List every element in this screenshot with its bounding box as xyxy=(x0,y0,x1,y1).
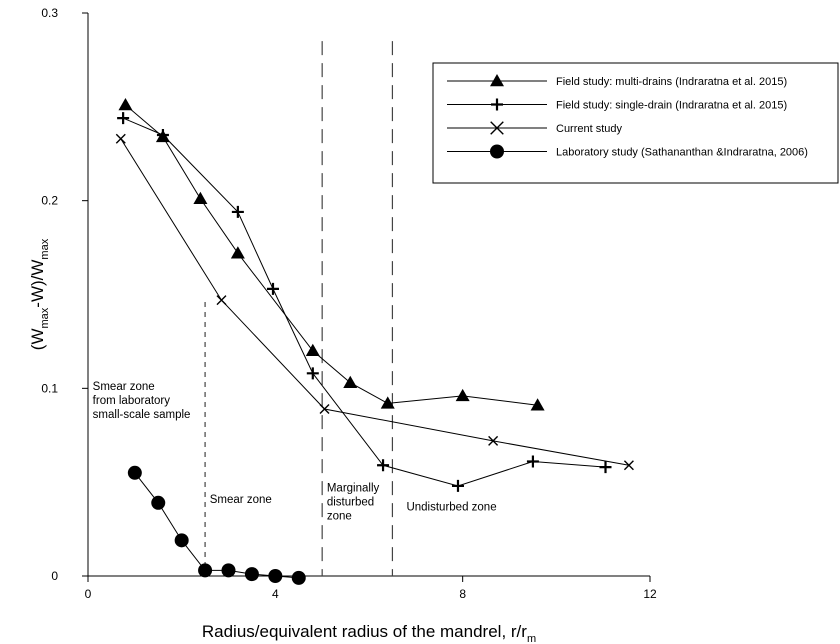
legend-label: Field study: multi-drains (Indraratna et… xyxy=(556,76,787,88)
data-point-triangle xyxy=(193,191,208,205)
data-point-triangle xyxy=(455,388,470,402)
y-tick-label: 0 xyxy=(51,569,58,583)
y-tick-label: 0.3 xyxy=(41,6,58,20)
x-tick-label: 12 xyxy=(643,587,657,601)
data-point-circle xyxy=(127,465,142,480)
legend-marker-plus xyxy=(491,98,503,111)
zone-label: Smear zone xyxy=(210,494,272,506)
data-point-plus xyxy=(377,459,390,472)
data-point-circle xyxy=(198,563,213,578)
data-point-triangle xyxy=(343,375,358,388)
data-point-circle xyxy=(268,569,283,583)
zone-annotations: Smear zone from laboratory small-scale sam… xyxy=(93,381,497,522)
legend-label: Field study: single-drain (Indraratna et… xyxy=(556,100,787,112)
data-point-x xyxy=(115,133,126,144)
series-x xyxy=(115,133,634,471)
data-point-triangle xyxy=(305,343,320,357)
legend-marker-circle xyxy=(490,144,504,159)
data-point-triangle xyxy=(118,97,133,111)
data-point-plus xyxy=(306,367,319,380)
x-tick-label: 8 xyxy=(459,587,466,601)
zone-boundary-lines xyxy=(204,41,394,576)
data-series xyxy=(115,97,634,585)
data-point-plus xyxy=(451,479,464,492)
y-tick-label: 0.2 xyxy=(41,194,58,208)
data-point-plus xyxy=(117,112,130,125)
data-point-plus xyxy=(599,461,612,474)
series-plus xyxy=(117,112,612,492)
data-point-x xyxy=(623,460,634,471)
series-line xyxy=(134,472,299,579)
legend-label: Laboratory study (Sathananthan &Indrarat… xyxy=(556,147,808,159)
zone-label: Marginally disturbed zone xyxy=(327,483,380,523)
data-point-circle xyxy=(174,533,189,548)
data-point-circle xyxy=(151,495,166,510)
data-point-plus xyxy=(156,128,169,141)
series-line xyxy=(120,138,630,466)
data-point-triangle xyxy=(530,398,545,411)
y-axis-title: (Wmax-W)/Wmax xyxy=(28,238,51,350)
legend-label: Current study xyxy=(556,123,623,135)
x-tick-label: 4 xyxy=(272,587,279,601)
data-point-triangle xyxy=(230,246,245,259)
x-axis-title: Radius/equivalent radius of the mandrel,… xyxy=(202,622,536,644)
data-point-x xyxy=(488,435,499,446)
zone-label: Smear zone from laboratory small-scale sam… xyxy=(93,381,191,421)
legend-marker-triangle xyxy=(490,74,504,87)
data-point-triangle xyxy=(380,396,395,409)
legend: Field study: multi-drains (Indraratna et… xyxy=(432,62,839,184)
data-point-circle xyxy=(221,563,236,578)
series-triangle xyxy=(118,97,545,411)
axes: 0 4 8 12 0 0.1 0.2 0.3 Radius/equivalent radius … xyxy=(28,6,657,644)
data-point-plus xyxy=(526,455,539,468)
y-tick-label: 0.1 xyxy=(41,381,58,395)
data-point-plus xyxy=(266,282,279,295)
zone-label: Undisturbed zone xyxy=(406,501,496,513)
data-point-plus xyxy=(231,205,244,218)
series-circle xyxy=(127,465,306,585)
data-point-x xyxy=(216,295,227,306)
data-point-circle xyxy=(291,570,306,585)
x-tick-label: 0 xyxy=(85,587,92,601)
data-point-circle xyxy=(244,567,259,582)
data-point-x xyxy=(319,403,330,414)
legend-marker-x xyxy=(490,121,504,135)
